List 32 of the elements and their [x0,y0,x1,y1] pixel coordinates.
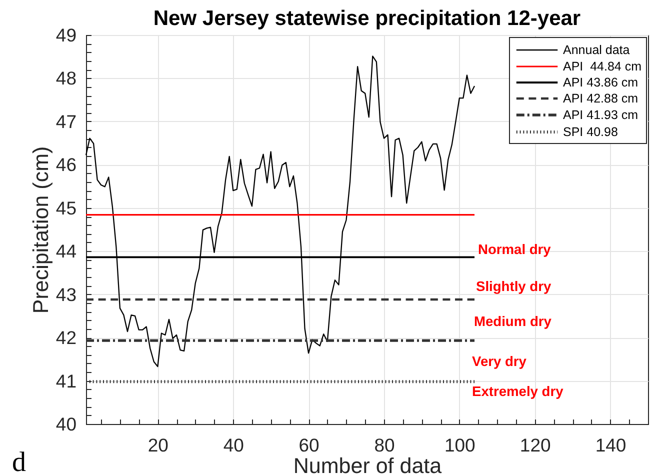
x-tick-label: 40 [223,434,244,456]
x-tick-label: 100 [444,434,476,456]
x-tick-label: 120 [520,434,551,456]
x-tick-label: 140 [595,434,626,456]
y-tick-label: 43 [56,284,76,305]
annotation: Medium dry [474,314,552,329]
y-tick-label: 40 [56,414,76,434]
x-tick-label: 20 [148,434,168,456]
legend-label: API 42.88 cm [563,92,638,106]
chart-title: New Jersey statewise precipitation 12-year [153,7,581,30]
x-axis-title: Number of data [293,454,442,476]
text: d [12,447,26,476]
annotation: Slightly dry [476,279,552,294]
legend-label: SPI 40.98 [563,125,618,139]
y-tick-label: 49 [56,24,76,46]
legend-label: API 44.84 cm [563,60,642,74]
annotation: Normal dry [478,242,552,257]
y-tick-label: 47 [56,110,76,132]
x-tick-label: 80 [374,434,395,456]
y-tick-label: 42 [56,327,76,348]
legend-label: Annual data [563,43,630,57]
y-tick-label: 48 [56,68,76,89]
y-tick-label: 41 [56,370,76,392]
y-tick-label: 46 [56,154,76,176]
annotation: Extremely dry [472,384,564,399]
y-tick-label: 45 [56,197,76,218]
y-tick-label: 44 [56,240,76,262]
legend-label: API 41.93 cm [563,108,638,122]
annotation: Very dry [472,354,527,369]
x-tick-label: 60 [298,434,320,456]
legend-label: API 43.86 cm [563,76,638,90]
y-axis-title: Precipitation (cm) [28,146,53,314]
